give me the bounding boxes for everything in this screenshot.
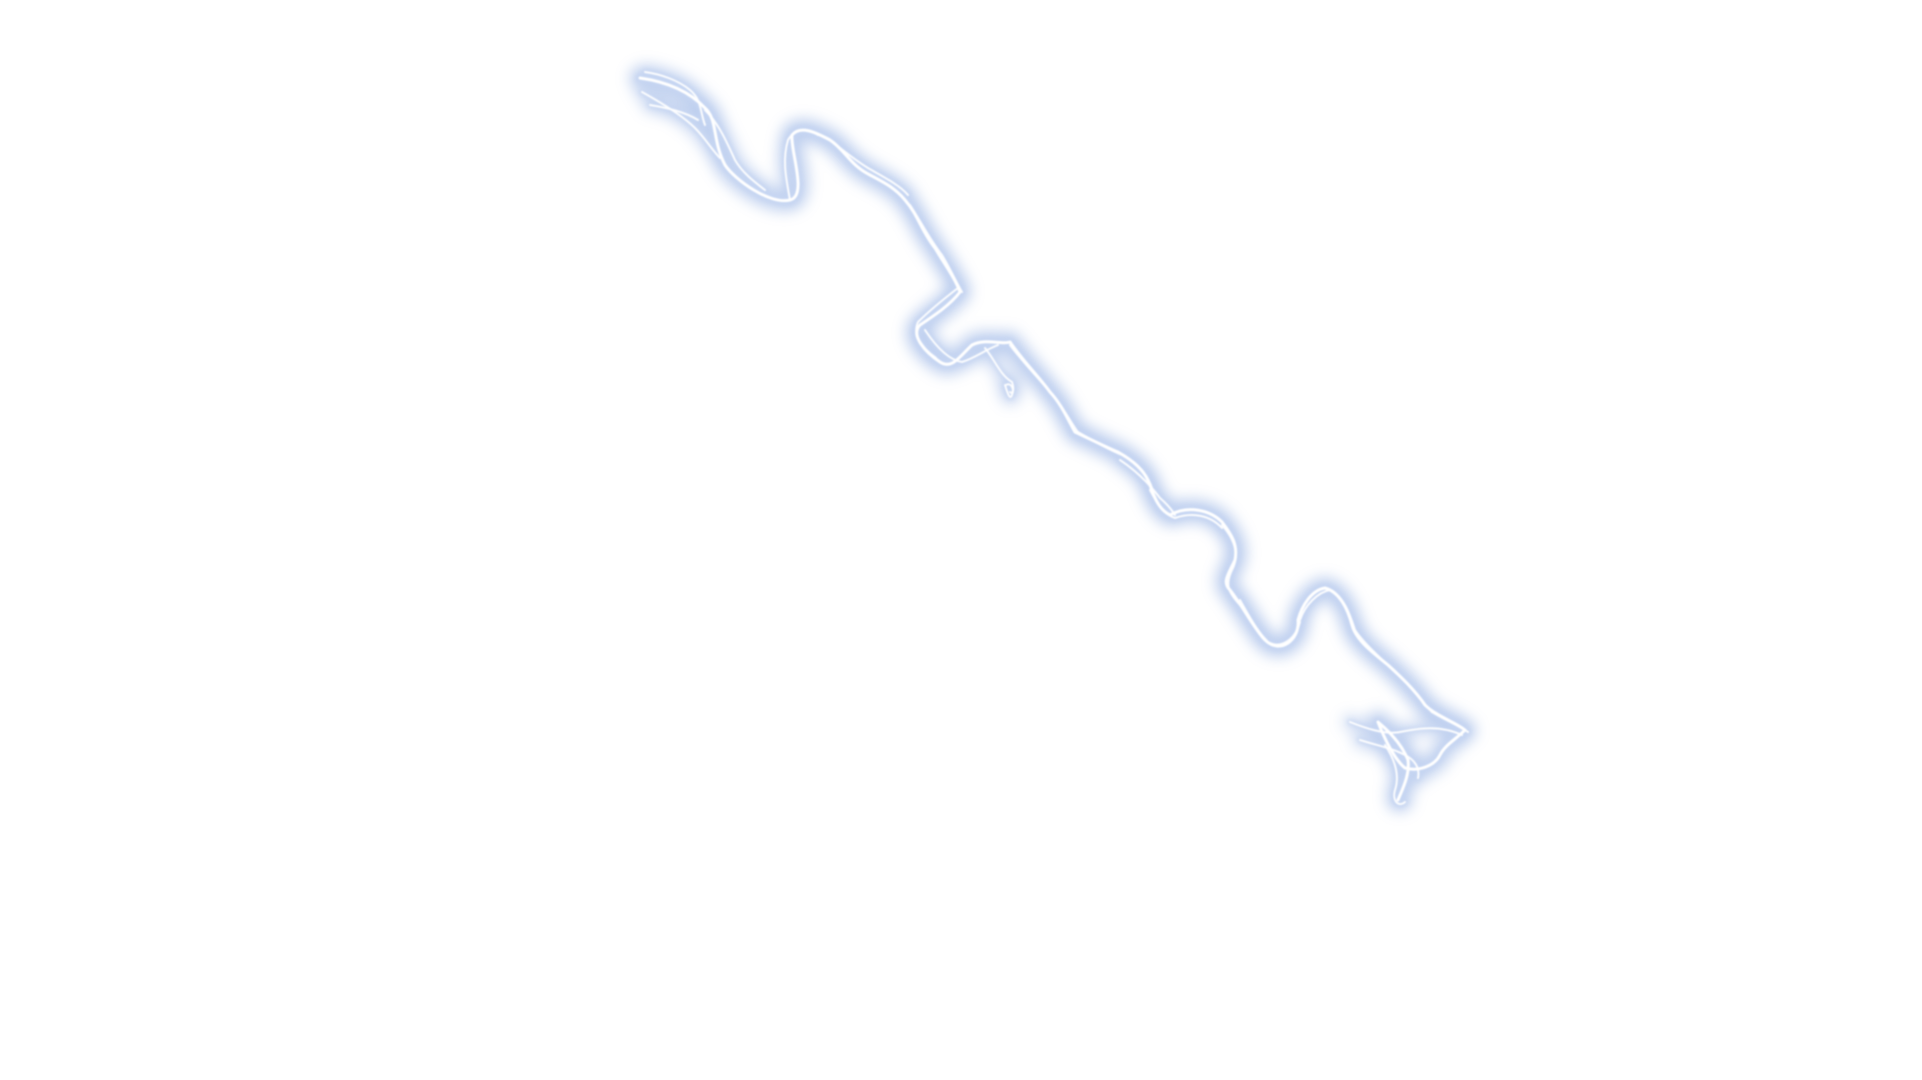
lightning-strand xyxy=(1239,599,1301,646)
lightning-strand xyxy=(1359,739,1420,779)
lightning-strand xyxy=(1119,459,1176,516)
lightning-strand xyxy=(1354,629,1433,713)
lightning-strand xyxy=(1299,589,1356,631)
lightning-strand xyxy=(1384,744,1406,806)
lightning-strand xyxy=(1149,489,1223,529)
lightning-strand xyxy=(829,139,909,196)
lightning-glow xyxy=(629,64,1476,812)
lightning-strand xyxy=(915,287,959,359)
lightning-core xyxy=(638,71,1469,806)
lightning-strand xyxy=(1431,711,1469,733)
lightning-strand xyxy=(644,71,706,126)
lightning-strand xyxy=(704,109,766,191)
lightning-strand xyxy=(909,204,963,293)
lightning-strand xyxy=(649,104,699,121)
lightning-strand xyxy=(783,129,819,201)
lightning-strand xyxy=(1004,383,1014,398)
lightning-strand xyxy=(1349,721,1463,736)
lightning-strand xyxy=(641,91,721,159)
lightning-strand xyxy=(1077,431,1153,489)
lightning-strand xyxy=(1009,344,1081,436)
lightning-strand xyxy=(1221,524,1241,606)
